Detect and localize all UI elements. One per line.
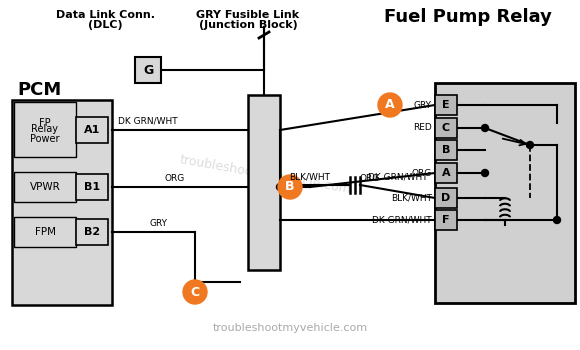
- Text: D: D: [441, 193, 451, 203]
- Bar: [435, 188, 457, 208]
- Text: (Junction Block): (Junction Block): [198, 20, 298, 30]
- Text: Power: Power: [30, 133, 60, 143]
- Text: DK GRN/WHT: DK GRN/WHT: [372, 216, 432, 224]
- Text: B: B: [285, 181, 295, 194]
- Text: Data Link Conn.: Data Link Conn.: [56, 10, 154, 20]
- Text: RED: RED: [413, 124, 432, 133]
- Text: E: E: [442, 100, 450, 110]
- Bar: [435, 83, 575, 303]
- Text: Fuel Pump Relay: Fuel Pump Relay: [384, 8, 552, 26]
- Bar: [248, 95, 280, 270]
- Circle shape: [378, 93, 402, 117]
- Circle shape: [527, 141, 534, 148]
- Text: BLK/WHT: BLK/WHT: [289, 172, 331, 181]
- Text: F: F: [442, 215, 450, 225]
- Text: BLK/WHT: BLK/WHT: [391, 194, 432, 203]
- Text: GRY: GRY: [414, 100, 432, 110]
- Text: B1: B1: [84, 182, 100, 192]
- Circle shape: [277, 183, 284, 190]
- Bar: [14, 217, 76, 247]
- Text: FP: FP: [39, 118, 51, 127]
- Bar: [14, 172, 76, 202]
- Bar: [14, 102, 76, 157]
- Bar: [435, 210, 457, 230]
- Text: C: C: [442, 123, 450, 133]
- Bar: [12, 100, 112, 305]
- Bar: [76, 219, 108, 245]
- Circle shape: [553, 217, 560, 224]
- Text: (DLC): (DLC): [88, 20, 122, 30]
- Text: ORG: ORG: [360, 174, 380, 183]
- Bar: [435, 95, 457, 115]
- Circle shape: [183, 280, 207, 304]
- Bar: [435, 140, 457, 160]
- Text: B2: B2: [84, 227, 100, 237]
- Bar: [435, 118, 457, 138]
- Text: ORG: ORG: [412, 168, 432, 177]
- Circle shape: [481, 169, 488, 176]
- Text: Relay: Relay: [31, 125, 59, 134]
- Text: A1: A1: [84, 125, 100, 135]
- Circle shape: [481, 125, 488, 132]
- Bar: [435, 163, 457, 183]
- Text: DK GRN/WHT: DK GRN/WHT: [118, 117, 178, 126]
- Text: VPWR: VPWR: [30, 182, 60, 192]
- Text: GRY: GRY: [149, 219, 167, 228]
- Text: troubleshootmyvehicle.com: troubleshootmyvehicle.com: [212, 323, 368, 333]
- Text: troubleshootmyvehicle.com: troubleshootmyvehicle.com: [178, 154, 351, 196]
- Text: G: G: [143, 63, 153, 77]
- Text: ORG: ORG: [165, 174, 185, 183]
- Text: A: A: [385, 98, 395, 112]
- Text: A: A: [442, 168, 450, 178]
- Text: FPM: FPM: [34, 227, 56, 237]
- Bar: [76, 117, 108, 143]
- Text: GRY Fusible Link: GRY Fusible Link: [197, 10, 299, 20]
- Text: C: C: [190, 286, 200, 299]
- Bar: [135, 57, 161, 83]
- Text: DK GRN/WHT: DK GRN/WHT: [368, 172, 428, 181]
- Text: B: B: [442, 145, 450, 155]
- Circle shape: [278, 175, 302, 199]
- Text: PCM: PCM: [17, 81, 61, 99]
- Bar: [76, 174, 108, 200]
